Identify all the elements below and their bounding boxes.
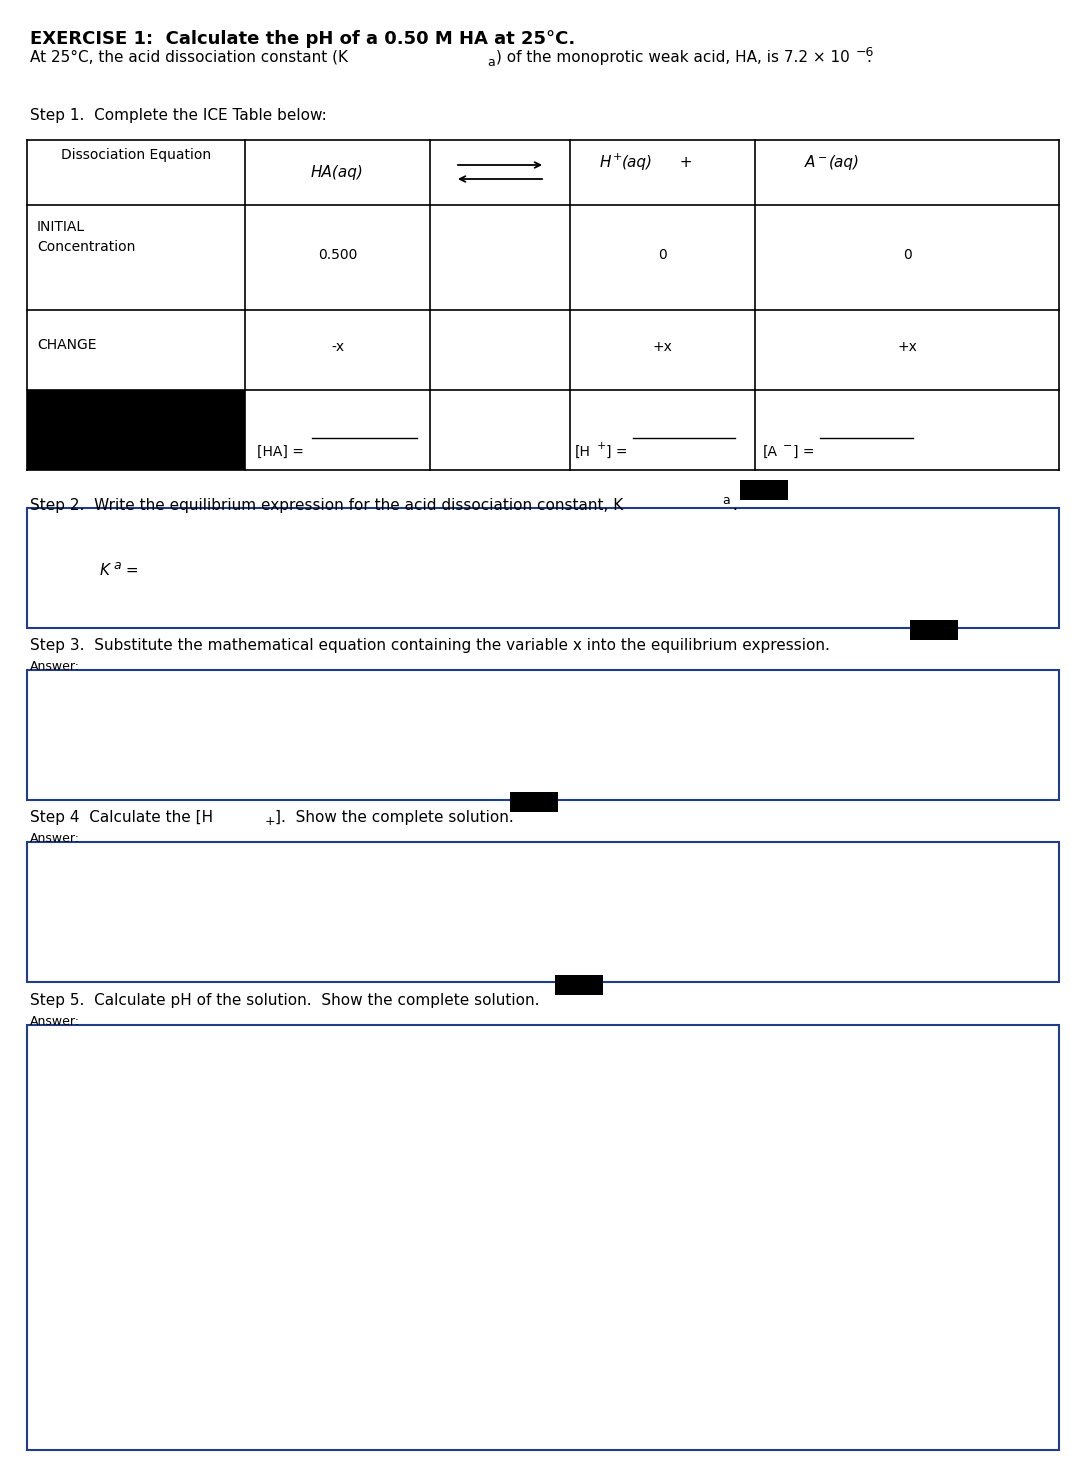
Text: EQUILIBRIUM: EQUILIBRIUM	[37, 400, 128, 414]
Text: −: −	[783, 441, 793, 451]
Bar	[740, 480, 788, 501]
Text: H: H	[599, 155, 611, 170]
Text: HA(aq): HA(aq)	[311, 164, 364, 180]
Text: ] =: ] =	[606, 445, 628, 460]
Text: +: +	[597, 441, 606, 451]
Text: +x: +x	[653, 340, 672, 354]
Text: INITIAL: INITIAL	[37, 220, 85, 234]
Text: a: a	[113, 559, 121, 572]
Text: Step 3.  Substitute the mathematical equation containing the variable x into the: Step 3. Substitute the mathematical equa…	[30, 638, 830, 653]
Text: +: +	[613, 152, 622, 163]
Text: (aq): (aq)	[829, 155, 860, 170]
Text: A: A	[805, 155, 816, 170]
Text: Step 5.  Calculate pH of the solution.  Show the complete solution.: Step 5. Calculate pH of the solution. Sh…	[30, 993, 540, 1009]
Bar	[27, 389, 245, 470]
Text: EXERCISE 1:  Calculate the pH of a 0.50 M HA at 25°C.: EXERCISE 1: Calculate the pH of a 0.50 M…	[30, 29, 576, 48]
Text: 0: 0	[658, 247, 667, 262]
FancyBboxPatch shape	[27, 508, 1059, 628]
Text: -x: -x	[331, 340, 344, 354]
FancyBboxPatch shape	[27, 842, 1059, 982]
Text: At 25°C, the acid dissociation constant (K: At 25°C, the acid dissociation constant …	[30, 50, 348, 64]
Text: +: +	[670, 155, 693, 170]
Text: 0.500: 0.500	[318, 247, 357, 262]
Text: Concentration: Concentration	[37, 419, 136, 432]
Text: 0: 0	[902, 247, 911, 262]
Text: −6: −6	[856, 45, 874, 59]
Text: Answer:: Answer:	[30, 1015, 80, 1028]
Text: +: +	[265, 815, 276, 829]
Text: .: .	[732, 498, 737, 512]
FancyBboxPatch shape	[27, 1025, 1059, 1449]
FancyBboxPatch shape	[27, 671, 1059, 799]
Text: ] =: ] =	[793, 445, 814, 460]
Text: ) of the monoprotic weak acid, HA, is 7.2 × 10: ) of the monoprotic weak acid, HA, is 7.…	[496, 50, 849, 64]
Bar	[555, 975, 603, 996]
Text: a: a	[722, 493, 730, 507]
Text: [H: [H	[574, 445, 591, 460]
Text: [HA] =: [HA] =	[257, 445, 304, 460]
Text: CHANGE: CHANGE	[37, 338, 97, 351]
Text: Step 2.  Write the equilibrium expression for the acid dissociation constant, K: Step 2. Write the equilibrium expression…	[30, 498, 623, 512]
Text: a: a	[487, 56, 495, 69]
Bar	[910, 619, 958, 640]
Text: −: −	[818, 154, 828, 163]
Text: [A: [A	[763, 445, 778, 460]
Text: Answer:: Answer:	[30, 660, 80, 673]
Text: +x: +x	[897, 340, 917, 354]
Text: ].  Show the complete solution.: ]. Show the complete solution.	[275, 810, 514, 826]
Text: Dissociation Equation: Dissociation Equation	[61, 148, 211, 163]
Bar	[510, 792, 558, 813]
Text: Step 1.  Complete the ICE Table below:: Step 1. Complete the ICE Table below:	[30, 108, 327, 123]
Text: =: =	[121, 564, 139, 578]
Text: Step 4  Calculate the [H: Step 4 Calculate the [H	[30, 810, 213, 826]
Text: Answer:: Answer:	[30, 832, 80, 845]
Text: (aq): (aq)	[622, 155, 653, 170]
Text: .: .	[866, 50, 871, 64]
Text: K: K	[100, 564, 110, 578]
Text: Concentration: Concentration	[37, 240, 136, 253]
